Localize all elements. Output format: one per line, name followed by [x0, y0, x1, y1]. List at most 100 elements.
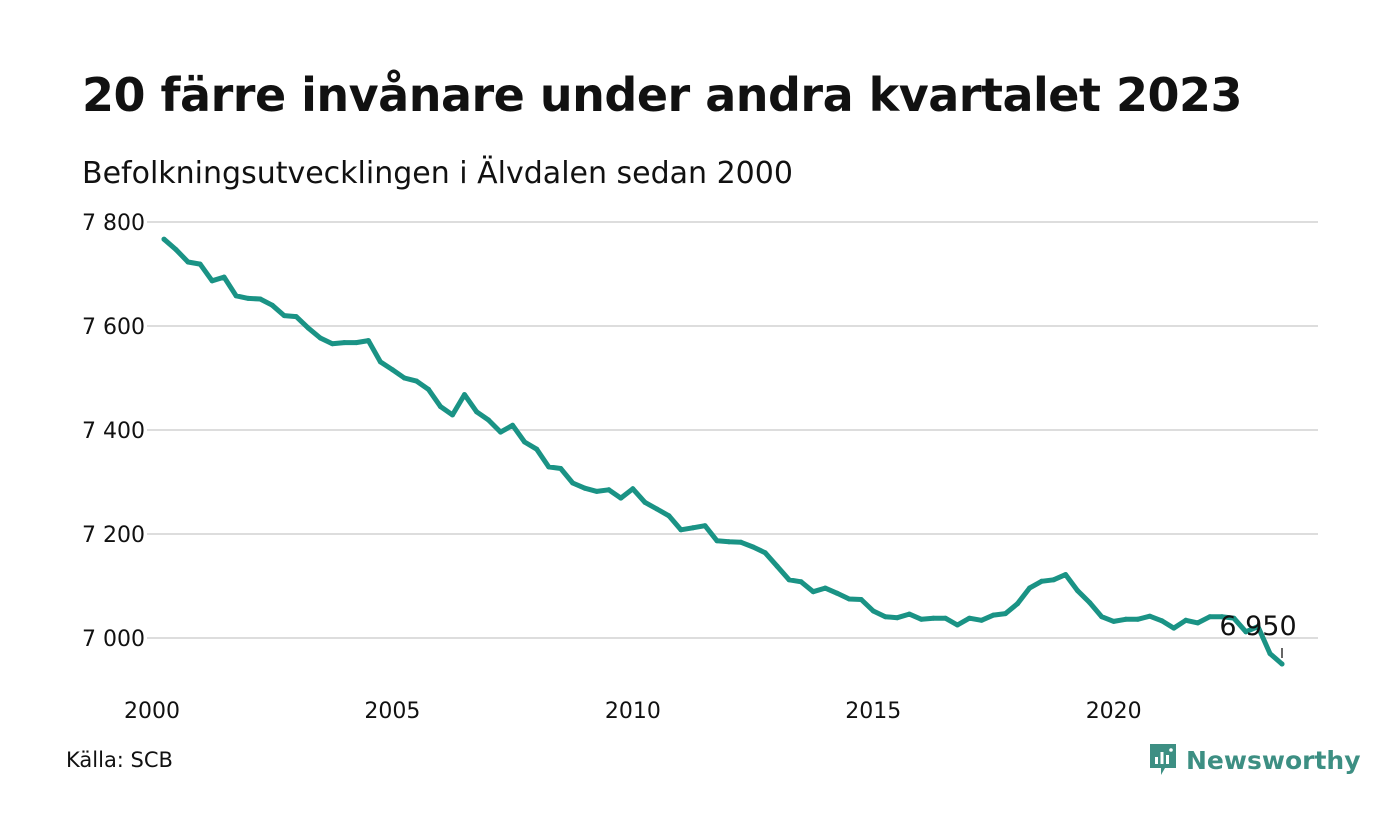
- data-point: [1159, 618, 1165, 624]
- data-point: [1219, 614, 1225, 620]
- data-point: [834, 590, 840, 596]
- data-point: [642, 499, 648, 505]
- brand-logo[interactable]: Newsworthy: [1148, 742, 1361, 778]
- x-tick-label: 2005: [364, 699, 420, 724]
- data-point: [1267, 651, 1273, 657]
- data-point: [269, 302, 275, 308]
- data-point: [786, 577, 792, 583]
- data-point: [317, 335, 323, 341]
- data-point: [293, 314, 299, 320]
- data-point: [1243, 629, 1249, 635]
- data-point: [1039, 578, 1045, 584]
- annotation-layer: 6 950: [1219, 611, 1297, 658]
- data-point: [666, 513, 672, 519]
- data-point: [870, 608, 876, 614]
- data-point: [1015, 601, 1020, 607]
- data-point: [630, 486, 636, 492]
- chart-title: 20 färre invånare under andra kvartalet …: [82, 68, 1243, 122]
- data-point: [377, 359, 383, 365]
- data-point: [1123, 616, 1129, 622]
- data-point: [606, 487, 612, 493]
- data-point: [930, 615, 936, 621]
- data-point: [882, 614, 888, 620]
- brand-name: Newsworthy: [1186, 745, 1361, 775]
- data-point: [426, 386, 431, 392]
- data-point: [558, 466, 564, 471]
- series-layer: [161, 236, 1285, 667]
- data-point: [582, 485, 588, 491]
- data-point: [414, 378, 419, 384]
- data-point: [341, 340, 347, 346]
- data-point: [329, 341, 335, 347]
- data-point: [918, 616, 924, 622]
- data-point: [233, 293, 239, 299]
- data-point: [942, 615, 948, 621]
- data-point: [894, 615, 900, 621]
- data-point: [846, 596, 852, 602]
- x-axis-ticks: 2000 2005 2010 2015 2020: [124, 699, 1142, 724]
- data-point: [1111, 618, 1117, 624]
- data-point: [1051, 577, 1057, 583]
- y-tick-label: 7 400: [82, 419, 145, 444]
- data-point: [474, 409, 480, 415]
- source-note: Källa: SCB: [66, 748, 173, 772]
- data-point: [221, 274, 227, 280]
- x-tick-label: 2000: [124, 699, 180, 724]
- x-tick-label: 2010: [605, 699, 661, 724]
- data-point: [570, 480, 576, 486]
- data-point: [618, 495, 624, 501]
- end-value-label: 6 950: [1219, 611, 1296, 642]
- data-point: [954, 622, 960, 628]
- data-point: [161, 236, 167, 242]
- data-point: [654, 506, 660, 512]
- data-point: [498, 429, 504, 435]
- data-point: [197, 261, 203, 267]
- y-tick-label: 7 200: [82, 523, 145, 548]
- data-point: [726, 539, 732, 545]
- data-point: [438, 404, 443, 410]
- data-point: [738, 539, 744, 545]
- y-tick-label: 7 600: [82, 315, 145, 340]
- data-point: [1183, 617, 1189, 623]
- data-point: [966, 615, 972, 621]
- data-point: [774, 563, 780, 569]
- data-point: [1147, 613, 1153, 619]
- data-point: [1207, 614, 1213, 620]
- data-point: [462, 392, 467, 398]
- data-point: [534, 446, 540, 452]
- data-point: [702, 523, 708, 529]
- data-point: [762, 550, 768, 556]
- data-point: [546, 464, 552, 470]
- data-point: [979, 617, 984, 623]
- y-axis-ticks: 7 000 7 200 7 400 7 600 7 800: [82, 211, 145, 652]
- data-point: [510, 422, 516, 428]
- series-line: [161, 236, 1285, 667]
- data-point: [1003, 611, 1008, 617]
- data-point: [678, 527, 684, 533]
- data-point: [1099, 614, 1105, 620]
- data-point: [594, 488, 600, 494]
- chart-subtitle: Befolkningsutvecklingen i Älvdalen sedan…: [82, 156, 793, 191]
- data-point: [1135, 616, 1141, 622]
- gridlines: [147, 221, 1318, 639]
- data-point: [401, 375, 407, 381]
- x-tick-label: 2020: [1086, 699, 1142, 724]
- x-tick-label: 2015: [845, 699, 901, 724]
- data-point: [1075, 588, 1081, 594]
- data-point: [245, 295, 251, 301]
- data-point: [450, 412, 455, 418]
- data-point: [1063, 572, 1069, 578]
- data-point: [486, 417, 492, 423]
- data-point: [991, 612, 996, 618]
- y-tick-label: 7 800: [82, 211, 145, 236]
- data-point: [858, 597, 864, 602]
- data-point: [209, 278, 215, 284]
- data-point: [1027, 585, 1032, 591]
- y-tick-label: 7 000: [82, 627, 145, 652]
- data-point: [389, 367, 395, 373]
- data-point: [750, 544, 756, 550]
- data-point: [353, 340, 359, 346]
- data-point: [173, 247, 179, 253]
- data-point: [690, 525, 696, 531]
